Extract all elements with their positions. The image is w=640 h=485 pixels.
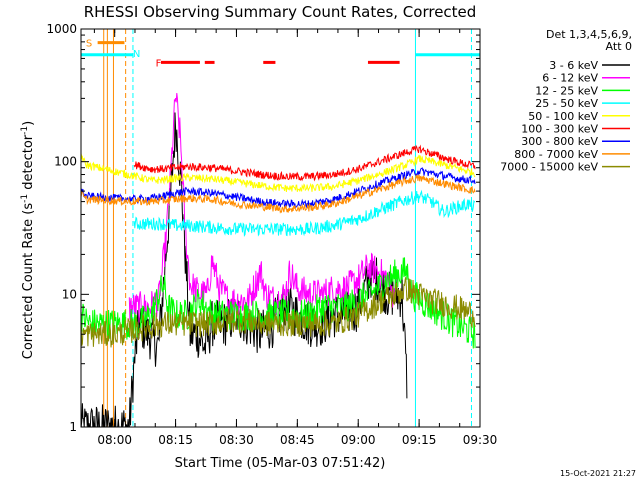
series-lines xyxy=(81,92,476,427)
series-line-1 xyxy=(128,92,396,323)
state-bar-label-1: N xyxy=(133,49,140,60)
y-axis-label-end: ) xyxy=(21,121,36,126)
x-tick-label-3: 08:45 xyxy=(280,433,315,447)
y-axis-label-sup1: -1 xyxy=(20,194,30,203)
y-tick-label-3: 1000 xyxy=(46,22,77,36)
y-tick-label-0: 1 xyxy=(69,420,77,434)
y-axis-label-mid: detector xyxy=(21,134,36,194)
series-line-0 xyxy=(81,112,408,427)
legend-header-detectors: Det 1,3,4,5,6,9, xyxy=(546,28,632,41)
x-tick-label-0: 08:00 xyxy=(97,433,132,447)
plot-frame xyxy=(80,28,481,428)
x-tick-label-4: 09:00 xyxy=(341,433,376,447)
y-axis-label-main: Corrected Count Rate (s xyxy=(21,203,36,360)
series-line-5 xyxy=(133,144,476,182)
series-line-4 xyxy=(81,153,476,193)
x-tick-label-2: 08:30 xyxy=(219,433,254,447)
y-tick-label-1: 10 xyxy=(62,287,77,301)
legend-label-1: 6 - 12 keV xyxy=(542,72,598,85)
x-tick-label-5: 09:15 xyxy=(402,433,437,447)
x-axis: 08:00 08:15 08:30 08:45 09:00 09:15 09:30 xyxy=(93,29,498,447)
x-tick-label-6: 09:30 xyxy=(463,433,498,447)
legend-header-attenuator: Att 0 xyxy=(606,40,632,53)
series-line-3 xyxy=(133,189,476,238)
series-line-8 xyxy=(81,277,476,348)
y-tick-label-2: 100 xyxy=(54,155,77,169)
state-bar-label-0: S xyxy=(86,39,92,50)
y-axis-label: Corrected Count Rate (s-1 detector-1) xyxy=(20,121,36,359)
x-tick-label-1: 08:15 xyxy=(158,433,193,447)
legend-label-2: 12 - 25 keV xyxy=(535,84,598,97)
y-axis: 1 10 100 1000 xyxy=(46,22,480,434)
series-line-7 xyxy=(81,174,476,214)
state-bar-label-2: F xyxy=(156,58,162,69)
legend-label-4: 50 - 100 keV xyxy=(528,110,598,123)
state-bars: S N F xyxy=(81,39,480,69)
chart-title: RHESSI Observing Summary Count Rates, Co… xyxy=(84,3,477,21)
legend-label-3: 25 - 50 keV xyxy=(535,97,598,110)
legend-label-8: 7000 - 15000 keV xyxy=(500,161,598,174)
x-axis-label: Start Time (05-Mar-03 07:51:42) xyxy=(175,456,386,471)
legend-label-5: 100 - 300 keV xyxy=(521,123,598,136)
timestamp: 15-Oct-2021 21:27 xyxy=(560,469,636,478)
legend-label-6: 300 - 800 keV xyxy=(521,135,598,148)
y-axis-label-sup2: -1 xyxy=(20,126,30,135)
legend-label-7: 800 - 7000 keV xyxy=(514,148,598,161)
legend-label-0: 3 - 6 keV xyxy=(549,59,598,72)
